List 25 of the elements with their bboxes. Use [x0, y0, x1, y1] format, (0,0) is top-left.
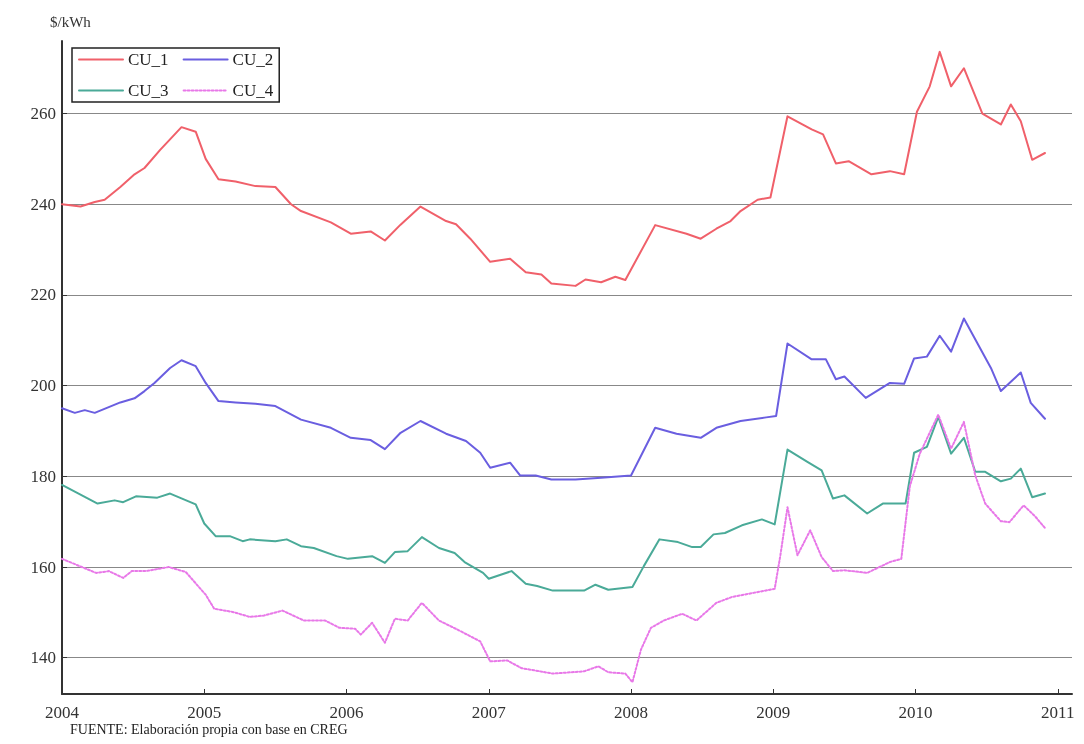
- y-tick-label: 260: [30, 104, 56, 124]
- x-tick-label: 2008: [614, 703, 649, 722]
- legend-label: CU_2: [232, 50, 274, 69]
- legend-label: CU_4: [232, 81, 274, 100]
- x-tick-label: 2009: [756, 703, 791, 722]
- y-tick-label: 200: [30, 376, 56, 396]
- line-series: [61, 415, 1046, 592]
- y-tick-label: 220: [30, 285, 56, 305]
- x-tick-label: 2010: [898, 703, 933, 722]
- source-note: FUENTE: Elaboración propia con base en CREG: [70, 721, 348, 737]
- y-tick-label: 240: [30, 194, 56, 214]
- line-series: [61, 317, 1046, 481]
- y-tick-label: 140: [30, 648, 56, 668]
- x-tick-label: 2011: [1041, 703, 1075, 722]
- y-tick-label: 180: [30, 466, 56, 486]
- line-series: [61, 413, 1046, 684]
- x-tick-label: 2005: [187, 703, 222, 722]
- legend-label: CU_3: [128, 81, 169, 100]
- y-tick-label: 160: [30, 557, 56, 577]
- legend-label: CU_1: [128, 50, 169, 69]
- x-tick-label: 2004: [45, 703, 80, 722]
- line-series: [61, 50, 1046, 287]
- x-tick-label: 2006: [329, 703, 364, 722]
- x-tick-label: 2007: [471, 703, 507, 722]
- y-axis-title: $/kWh: [50, 13, 92, 30]
